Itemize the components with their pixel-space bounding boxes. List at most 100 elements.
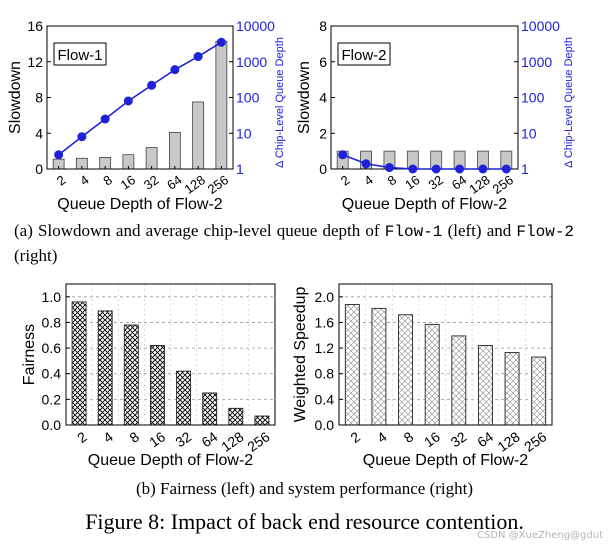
caption-a-part2: (left) and <box>447 221 512 240</box>
x-tick-label: 4 <box>361 172 376 188</box>
y2-tick-label: 10 <box>236 125 252 141</box>
x-tick-label: 32 <box>425 172 445 193</box>
line-marker <box>361 159 371 169</box>
x-tick-label: 64 <box>198 428 220 450</box>
line-marker <box>478 164 488 174</box>
y-tick-label: 1.2 <box>315 340 335 356</box>
y-tick-label: 12 <box>27 54 43 70</box>
line-marker <box>431 164 441 174</box>
y2-tick-label: 10000 <box>521 18 560 34</box>
bar <box>71 301 87 426</box>
y-tick-label: 2 <box>319 125 327 141</box>
caption-a-flow2: Flow-2 <box>516 223 575 241</box>
x-axis-title: Queue Depth of Flow-2 <box>57 196 223 213</box>
x-tick-label: 256 <box>490 172 516 197</box>
bar <box>531 356 547 426</box>
line-marker <box>193 52 203 62</box>
y-tick-label: 2.0 <box>315 289 335 305</box>
panel-label: Flow-1 <box>57 47 102 64</box>
x-tick-label: 64 <box>164 172 184 193</box>
bar <box>504 352 520 426</box>
x-axis-title: Queue Depth of Flow-2 <box>342 196 508 213</box>
y-axis-title: Slowdown <box>296 61 313 134</box>
y-tick-label: 1.0 <box>42 289 62 305</box>
y-tick-label: 16 <box>27 18 43 34</box>
bar <box>145 147 158 170</box>
x-tick-label: 2 <box>74 428 90 446</box>
bar <box>176 370 192 426</box>
y2-tick-label: 100 <box>236 90 260 106</box>
panel-label-box <box>53 42 107 66</box>
bar <box>477 345 493 426</box>
x-tick-label: 2 <box>338 172 353 188</box>
panel-label: Flow-2 <box>341 47 386 64</box>
line-marker <box>501 164 511 174</box>
y-tick-label: 6 <box>319 54 327 70</box>
line-marker <box>100 114 110 124</box>
y-tick-label: 4 <box>35 125 43 141</box>
plot-frame <box>338 283 553 426</box>
bar <box>228 407 244 426</box>
x-tick-label: 32 <box>172 428 194 450</box>
y-axis-title: Slowdown <box>7 61 24 134</box>
x-tick-label: 64 <box>449 172 469 193</box>
line-marker <box>408 164 418 174</box>
y-tick-label: 0 <box>35 161 43 177</box>
panel-label-box <box>337 42 391 66</box>
x-tick-label: 8 <box>385 172 400 188</box>
x-tick-label: 64 <box>474 428 496 450</box>
y-axis-title: Fairness <box>21 324 38 385</box>
bar <box>215 40 228 170</box>
y-tick-label: 0.8 <box>42 314 62 330</box>
y-tick-label: 0.4 <box>42 366 62 382</box>
bar <box>192 101 205 170</box>
line-marker <box>338 150 348 160</box>
x-tick-label: 4 <box>374 428 390 446</box>
x-tick-label: 256 <box>521 428 549 455</box>
y2-axis-title: Δ Chip-Level Queue Depth <box>274 37 286 168</box>
y2-tick-label: 10 <box>521 125 537 141</box>
line-marker <box>216 37 226 47</box>
x-tick-label: 16 <box>402 172 422 193</box>
plot-frame <box>65 283 276 426</box>
bar <box>451 335 467 426</box>
x-tick-label: 2 <box>54 172 69 188</box>
caption-a-flow1: Flow-1 <box>384 223 443 241</box>
bar <box>97 310 113 426</box>
bar <box>344 304 360 426</box>
x-tick-label: 16 <box>421 428 443 450</box>
line-marker <box>77 132 87 142</box>
x-tick-label: 16 <box>118 172 138 193</box>
y-tick-label: 8 <box>35 90 43 106</box>
y2-tick-label: 1 <box>521 161 529 177</box>
bar <box>398 314 414 426</box>
x-tick-label: 256 <box>244 428 272 455</box>
bar <box>202 392 218 426</box>
bar <box>254 415 270 426</box>
x-tick-label: 8 <box>126 428 142 446</box>
x-tick-label: 2 <box>347 428 363 446</box>
bar <box>123 324 139 426</box>
y-tick-label: 0.6 <box>42 340 62 356</box>
watermark: CSDN @XueZheng@gdut <box>476 530 603 541</box>
x-tick-label: 128 <box>494 428 522 455</box>
line-marker <box>123 96 133 106</box>
bar <box>168 131 181 170</box>
x-tick-label: 32 <box>141 172 161 193</box>
y-tick-label: 0.8 <box>315 366 335 382</box>
y-tick-label: 0.4 <box>315 391 335 407</box>
y-tick-label: 0 <box>319 161 327 177</box>
line-marker <box>455 164 465 174</box>
bar <box>371 307 387 426</box>
y2-tick-label: 10000 <box>236 18 275 34</box>
x-tick-label: 256 <box>205 172 231 197</box>
line-marker <box>384 163 394 173</box>
x-axis-title: Queue Depth of Flow-2 <box>88 452 254 469</box>
y2-axis-title: Δ Chip-Level Queue Depth <box>563 37 575 168</box>
y-axis-title: Weighted Speedup <box>292 286 309 422</box>
x-tick-label: 8 <box>401 428 417 446</box>
